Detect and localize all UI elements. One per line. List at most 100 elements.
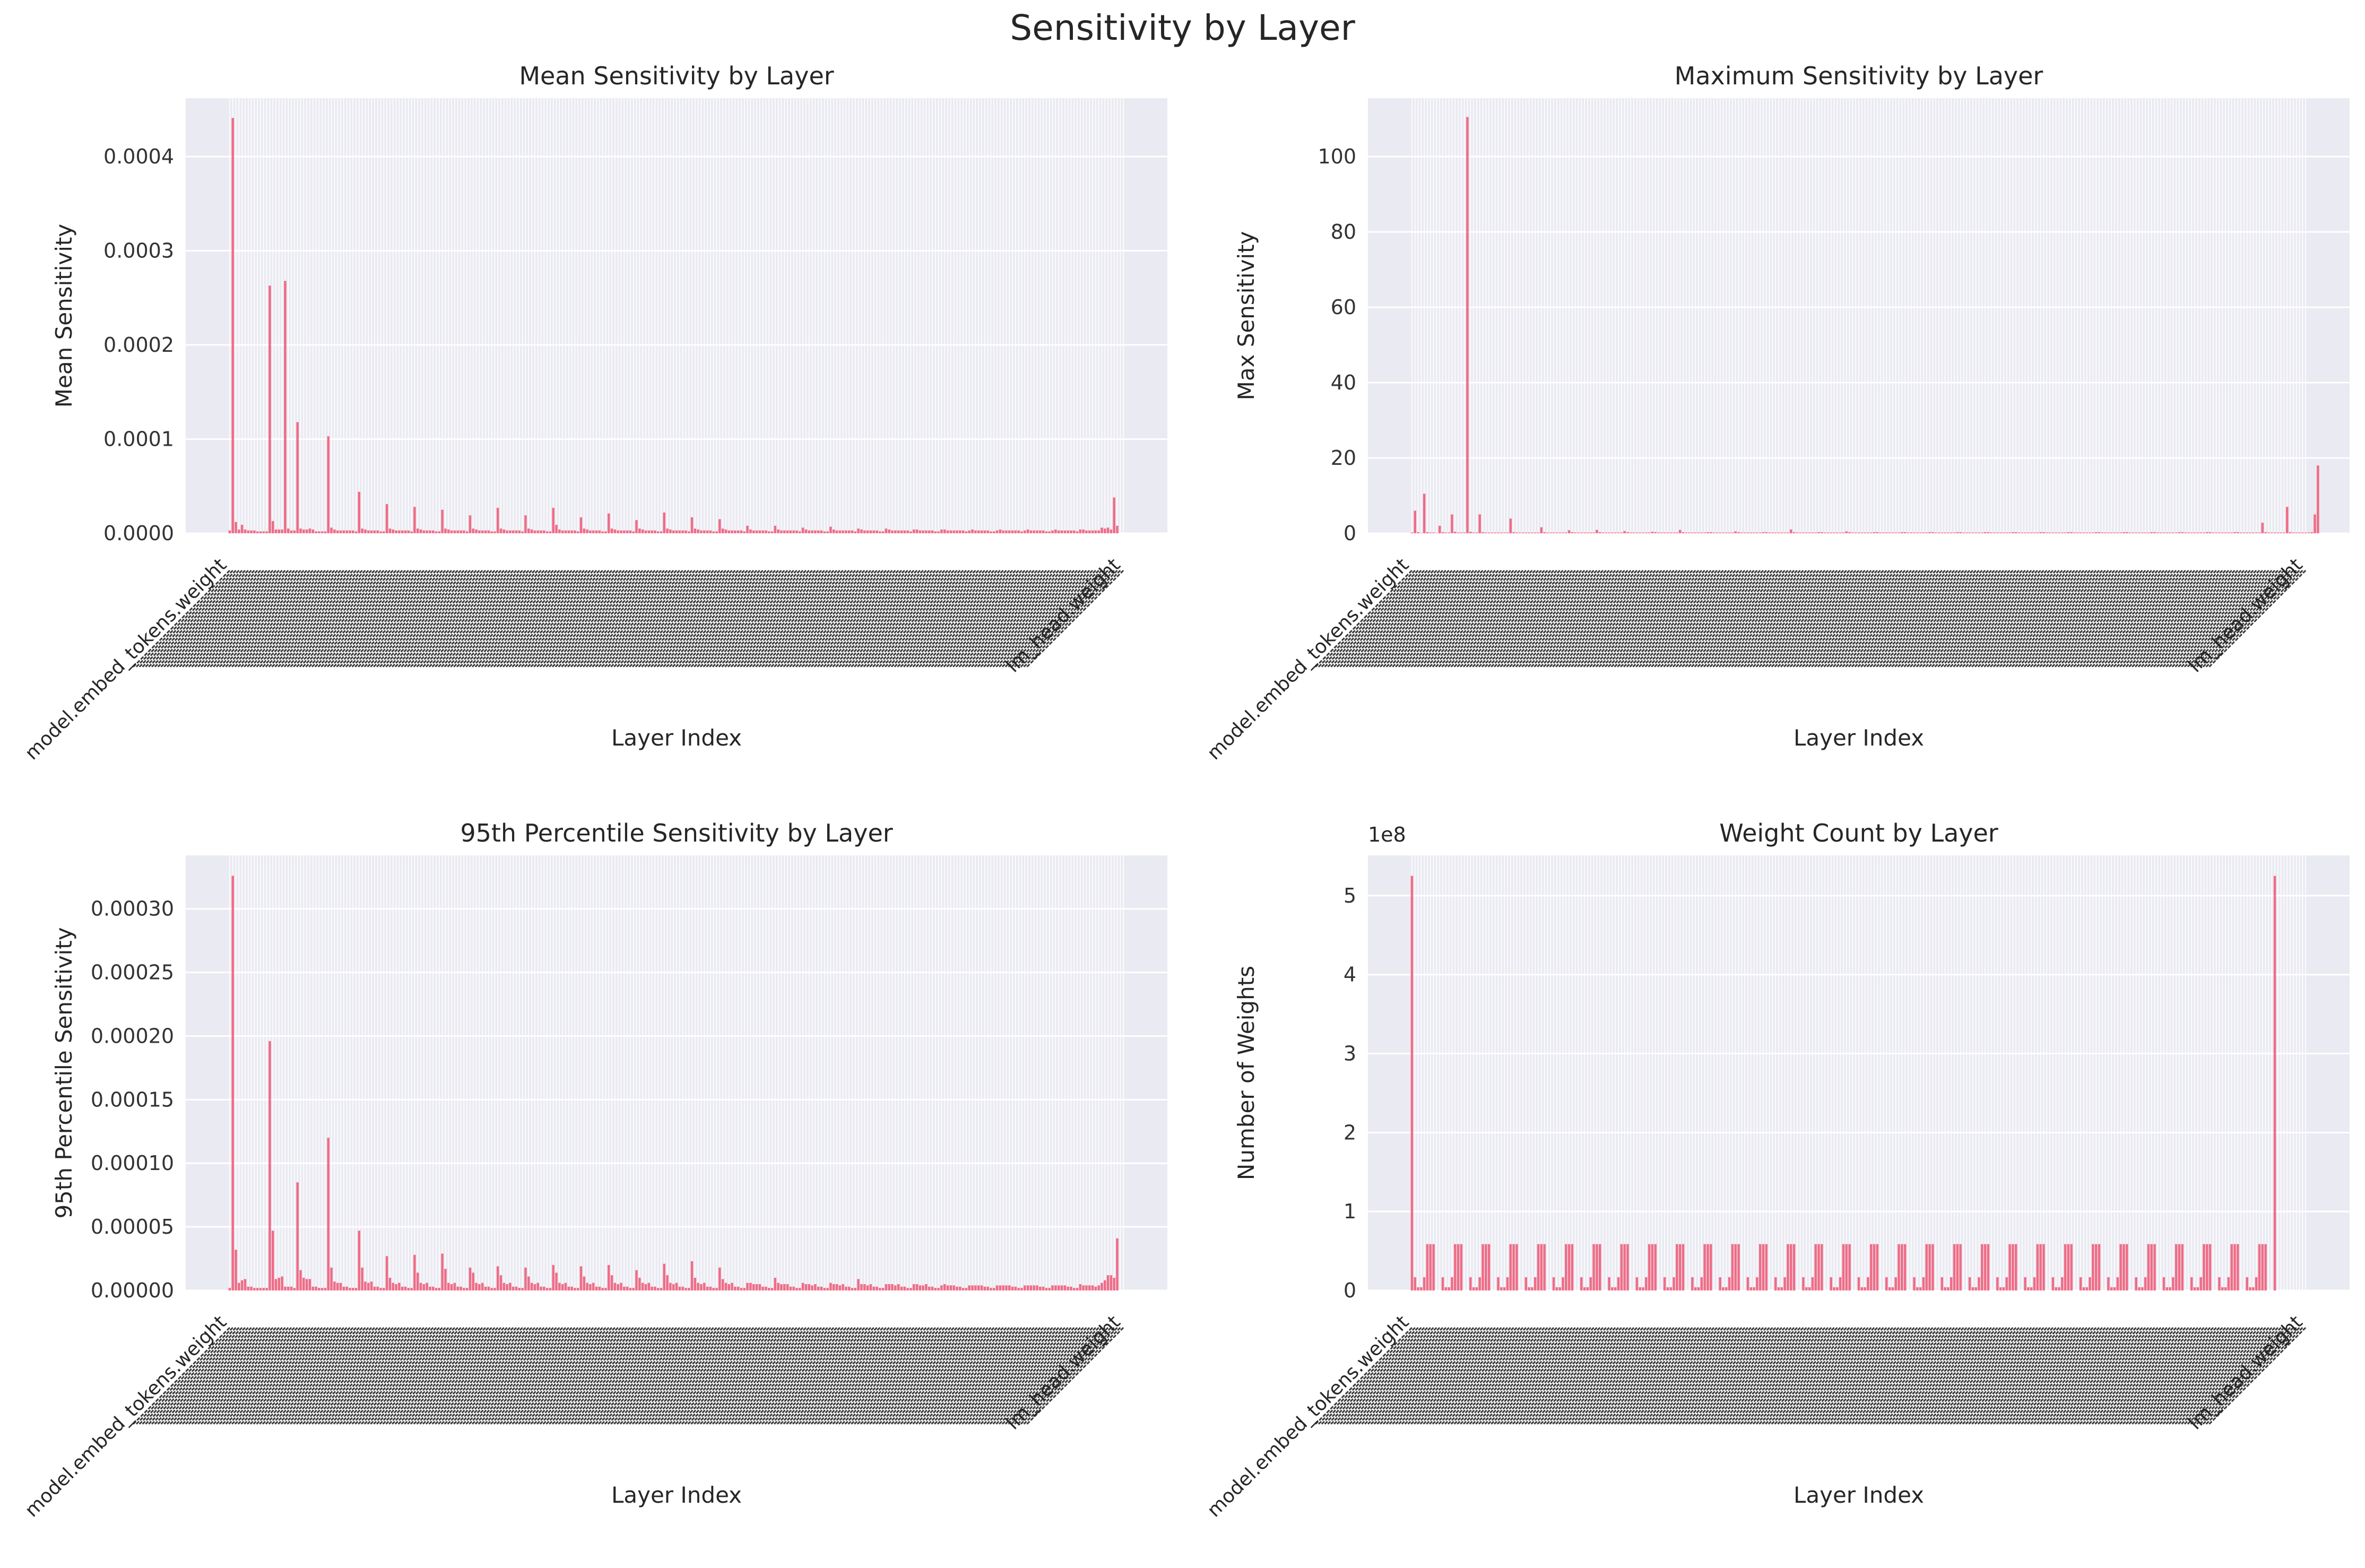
bar [1848,1244,1851,1290]
x-tick-label [1680,1327,1780,1426]
x-tick-label [1763,1327,1862,1426]
x-tick-label [1007,1327,1106,1426]
bar [472,529,474,533]
bar [857,1279,860,1290]
x-tick-label [2143,1327,2242,1426]
x-tick-label [1480,569,1579,669]
x-tick-label [1797,1327,1896,1426]
bar [1777,1287,1780,1290]
bar [718,1267,721,1290]
x-tick-label [1483,569,1582,669]
x-tick-label [1603,569,1702,669]
x-tick-label [461,1327,560,1426]
x-tick-label [942,1327,1041,1426]
x-tick-label [806,1327,905,1426]
x-tick-label [1338,569,1437,669]
x-tick-label [224,569,323,669]
bar [749,1283,752,1290]
bar [302,529,305,533]
x-tick-label [646,569,745,669]
x-tick-label [748,569,847,669]
bar [1626,1244,1629,1290]
x-tick-label [1557,569,1656,669]
x-tick-label [2207,569,2307,669]
x-tick-label [794,569,893,669]
x-tick-label [273,1327,372,1426]
x-tick-label [1693,569,1792,669]
bar [1913,1277,1916,1290]
bar [613,1283,617,1290]
x-tick-label [323,569,422,669]
x-tick-label [591,1327,690,1426]
bar [1036,1285,1038,1290]
x-tick-label [544,569,644,669]
x-tick-label [304,1327,403,1426]
x-tick-label [480,569,579,669]
x-tick-label [553,569,653,669]
x-tick-label [994,1327,1094,1426]
bar [823,1288,826,1290]
x-tick-label [2029,1327,2128,1426]
x-tick-label [282,569,382,669]
x-tick-label [2068,1327,2168,1426]
x-tick-label [2133,569,2232,669]
bar [540,1286,542,1290]
bar [253,530,256,533]
x-tick-label [1431,569,1530,669]
x-tick-label [180,569,280,669]
bar [1654,1244,1657,1290]
bar [533,530,536,533]
x-tick-label [788,569,887,669]
x-tick-label [1347,1327,1446,1426]
x-tick-label [957,569,1056,669]
x-tick-label [390,569,489,669]
bar [752,530,755,533]
bar [937,1288,940,1290]
x-tick-label [2121,569,2220,669]
bar [367,1283,370,1290]
bar [308,529,311,533]
bar [1472,1287,1475,1290]
bar [395,530,397,533]
x-tick-label [2152,569,2251,669]
bar [1552,1277,1555,1290]
x-tick-label [760,569,859,669]
x-tick-label [486,1327,585,1426]
bar [336,530,339,533]
x-tick-label [338,1327,437,1426]
bar [2042,532,2045,533]
x-tick-label [1320,1327,1419,1426]
x-tick-label [831,569,930,669]
bar [1981,1244,1983,1290]
x-tick-label [400,1327,499,1426]
bar [1085,530,1088,533]
bar [1070,530,1072,533]
bar [274,529,278,533]
x-tick-label [396,1327,496,1426]
bar [398,530,401,533]
bar [540,530,542,533]
x-tick-label [1489,569,1588,669]
x-tick-label [1874,569,1973,669]
x-tick-label [1594,569,1693,669]
x-tick-label [205,1327,305,1426]
bar [872,530,875,533]
bar [780,530,783,533]
y-tick-label: 0.0001 [103,428,174,451]
bar [919,530,922,533]
bar [767,531,770,533]
bar [595,530,598,533]
x-tick-label [387,569,486,669]
x-tick-label [1930,569,2029,669]
x-tick-label [988,1327,1087,1426]
bar [897,1284,900,1290]
chart-title: Mean Sensitivity by Layer [519,62,834,90]
x-tick-label [763,1327,862,1426]
x-tick-label [1449,569,1548,669]
bar [370,1281,373,1290]
bar [1928,532,1931,533]
x-tick-label [1526,569,1625,669]
bar [881,1288,885,1290]
bar [1487,1244,1491,1290]
bar [931,530,934,533]
